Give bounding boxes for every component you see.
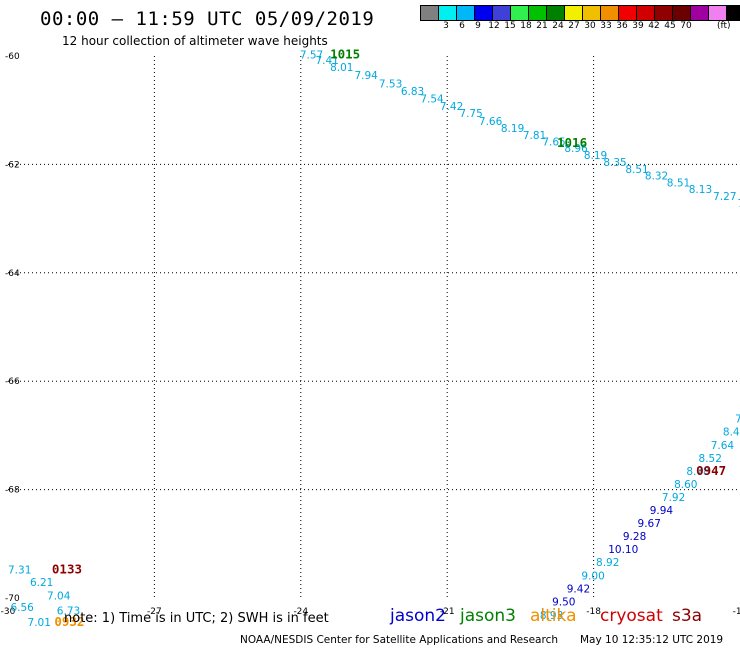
lon-tick-label: -21 <box>440 607 455 617</box>
wave-height-value: 7.01 <box>28 617 51 629</box>
wave-height-value: 7.66 <box>479 116 503 128</box>
wave-height-value: 9.94 <box>650 505 674 517</box>
wave-height-value: 7.64 <box>711 440 735 452</box>
wave-height-value: 9.28 <box>623 531 646 543</box>
wave-height-value: 6.73 <box>57 605 80 617</box>
wave-height-value: 8.51 <box>667 178 690 190</box>
wave-height-value: 8.96 <box>564 143 588 155</box>
wave-height-value: 6.21 <box>30 577 53 589</box>
wave-height-value: 9.00 <box>581 571 604 583</box>
wave-height-value: 8.51 <box>625 164 648 176</box>
wave-height-value: 7.75 <box>459 108 482 120</box>
wave-height-value: 7.54 <box>420 94 444 106</box>
wave-height-value: 8.35 <box>603 157 626 169</box>
wave-height-value: 9.50 <box>552 597 575 609</box>
colorbar-label: 27 <box>568 21 580 31</box>
wave-height-value: 8.52 <box>699 453 722 465</box>
lat-tick-label: -66 <box>5 377 20 387</box>
wave-height-value: 8.19 <box>501 123 524 135</box>
satellite-legend-s3a: s3a <box>672 606 703 626</box>
pass-time-label: 1015 <box>330 47 360 62</box>
colorbar-label: 24 <box>552 21 564 31</box>
wave-height-value: 8.32 <box>645 171 668 183</box>
wave-height-value: 7.27 <box>713 191 736 203</box>
colorbar-label: 45 <box>664 21 676 31</box>
colorbar-label: 15 <box>504 21 516 31</box>
wave-height-value: 8.93 <box>540 610 563 622</box>
satellite-legend-jason2: jason2 <box>390 606 446 626</box>
credit-timestamp: May 10 12:35:12 UTC 2019 <box>580 634 724 646</box>
pass-time-label: 0133 <box>52 562 82 577</box>
satellite-legend-cryosat: cryosat <box>600 606 663 626</box>
wave-height-value: 7.57 <box>300 50 323 62</box>
colorbar-label: 30 <box>584 21 596 31</box>
colorbar-label: 36 <box>616 21 628 31</box>
lat-tick-label: -64 <box>5 269 20 279</box>
colorbar-label: 42 <box>648 21 660 31</box>
lon-tick-label: -24 <box>293 607 308 617</box>
wave-height-value: 10.10 <box>608 544 638 556</box>
colorbar-label: 9 <box>475 21 481 31</box>
wave-height-value: 7.61 <box>738 198 740 210</box>
wave-height-value: 8.60 <box>674 479 697 491</box>
wave-height-value: 8.42 <box>723 426 740 438</box>
lat-tick-label: -60 <box>5 52 20 62</box>
colorbar-label: 6 <box>459 21 465 31</box>
wave-height-value: 8.92 <box>596 557 619 569</box>
colorbar-label: 3 <box>443 21 449 31</box>
colorbar-label: 21 <box>536 21 548 31</box>
wave-height-value: 6.56 <box>10 602 34 614</box>
wave-height-value: 9.67 <box>638 518 661 530</box>
footer-note: note: 1) Time is in UTC; 2) SWH is in fe… <box>64 611 329 626</box>
wave-height-value: 7.94 <box>354 70 378 82</box>
wave-height-value: 7.81 <box>523 130 546 142</box>
colorbar-label: 12 <box>488 21 500 31</box>
satellite-legend-jason3: jason3 <box>460 606 516 626</box>
lon-tick-label: -15 <box>733 607 740 617</box>
wave-height-value: 7.41 <box>315 55 338 67</box>
wave-height-value: 8.13 <box>689 184 712 196</box>
colorbar-swatch <box>726 5 740 21</box>
wave-height-value: 7.42 <box>440 101 463 113</box>
wave-height-value: 8.78 <box>686 466 709 478</box>
wave-height-value: 8.01 <box>330 62 353 74</box>
page-title: 00:00 – 11:59 UTC 05/09/2019 <box>40 8 375 30</box>
wave-height-value: 7.46 <box>735 413 740 425</box>
wave-height-value: 6.83 <box>401 86 424 98</box>
satellite-legend-altika: altika <box>530 606 577 626</box>
wave-height-value: 8.19 <box>584 150 607 162</box>
wave-height-value: 9.42 <box>567 584 590 596</box>
pass-time-label: 0947 <box>696 463 726 478</box>
wave-height-value: 7.53 <box>379 78 402 90</box>
lon-tick-label: -18 <box>586 607 601 617</box>
lat-tick-label: -68 <box>5 486 20 496</box>
colorbar-unit: (ft) <box>717 21 731 31</box>
colorbar-label: 18 <box>520 21 532 31</box>
colorbar-label: 33 <box>600 21 612 31</box>
wave-height-value: 7.31 <box>8 565 31 577</box>
colorbar-labels: (ft) 3 6 9 12 15 18 21 24 27 30 33 36 39 42 45 70 <box>421 21 740 35</box>
credit-text: NOAA/NESDIS Center for Satellite Applica… <box>240 634 558 646</box>
lat-tick-label: -70 <box>5 594 20 604</box>
wave-height-value: 7.92 <box>662 492 685 504</box>
lon-tick-label: -27 <box>147 607 162 617</box>
lat-tick-label: -62 <box>5 160 20 170</box>
colorbar <box>420 5 740 21</box>
pass-time-label: 0932 <box>54 614 84 629</box>
lon-tick-label: -30 <box>1 607 16 617</box>
page-subtitle: 12 hour collection of altimeter wave hei… <box>62 34 328 48</box>
colorbar-label: 70 <box>680 21 692 31</box>
wave-height-value: 7.65 <box>542 136 565 148</box>
colorbar-label: 39 <box>632 21 644 31</box>
pass-time-label: 1016 <box>557 135 587 150</box>
wave-height-value: 7.04 <box>47 591 71 603</box>
